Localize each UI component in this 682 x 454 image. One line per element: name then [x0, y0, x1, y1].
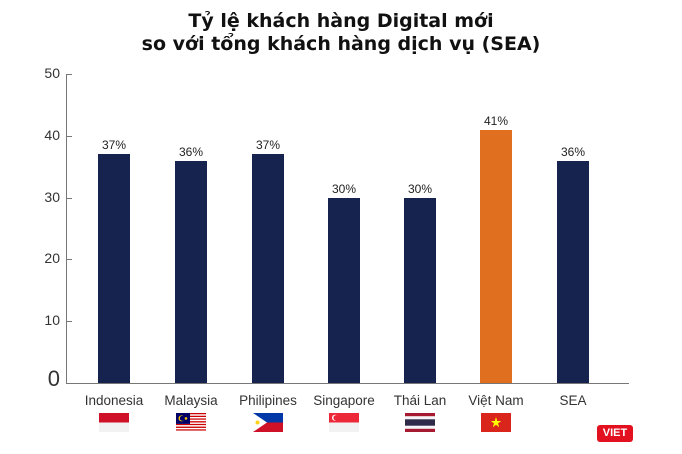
malaysia-flag-icon — [176, 413, 206, 432]
bar-philipines — [252, 154, 284, 383]
bar-value-label: 36% — [178, 144, 204, 159]
y-tick-label: 10 — [44, 312, 60, 329]
bar-value-label: 36% — [560, 144, 586, 159]
philippines-flag-icon — [253, 413, 283, 432]
y-tick — [66, 135, 72, 137]
bar-việt-nam — [480, 129, 512, 383]
y-tick — [66, 197, 72, 199]
y-tick-label: 0 — [47, 366, 60, 391]
indonesia-flag-icon — [99, 413, 129, 432]
y-tick — [66, 259, 72, 261]
y-tick-label: 50 — [44, 65, 60, 81]
bar-value-label: 30% — [331, 181, 357, 196]
vietnam-flag-icon — [481, 413, 511, 432]
thailand-flag-icon — [405, 413, 435, 432]
y-tick-label: 20 — [44, 250, 60, 267]
y-tick — [66, 321, 72, 323]
x-category-label: Indonesia — [84, 393, 144, 408]
y-axis — [66, 74, 67, 384]
x-category-label: Philipines — [239, 393, 297, 408]
x-category-label: Thái Lan — [393, 393, 447, 408]
bar-thái-lan — [404, 197, 436, 383]
singapore-flag-icon — [329, 413, 359, 432]
chart-title-line-2: so với tổng khách hàng dịch vụ (SEA) — [141, 33, 541, 55]
bar-value-label: 41% — [483, 113, 509, 128]
chart-title: Tỷ lệ khách hàng Digital mới so với tổng… — [0, 10, 682, 56]
bar-value-label: 37% — [101, 138, 127, 153]
y-tick-label: 40 — [44, 126, 60, 143]
x-category-label: Việt Nam — [468, 393, 524, 408]
bar-singapore — [328, 197, 360, 383]
x-axis — [66, 383, 629, 384]
x-category-label: Malaysia — [164, 393, 218, 408]
x-category-label: SEA — [559, 393, 587, 408]
bar-value-label: 37% — [255, 138, 281, 153]
vietnam-logo: VIET — [597, 425, 633, 442]
bar-indonesia — [98, 154, 130, 383]
y-tick-label: 30 — [44, 188, 60, 205]
x-category-label: Singapore — [313, 393, 375, 408]
y-tick — [66, 74, 72, 75]
y-tick — [66, 383, 72, 384]
bar-malaysia — [175, 160, 207, 383]
chart-title-line-1: Tỷ lệ khách hàng Digital mới — [188, 10, 494, 32]
bar-sea — [557, 160, 589, 383]
bar-value-label: 30% — [407, 181, 433, 196]
